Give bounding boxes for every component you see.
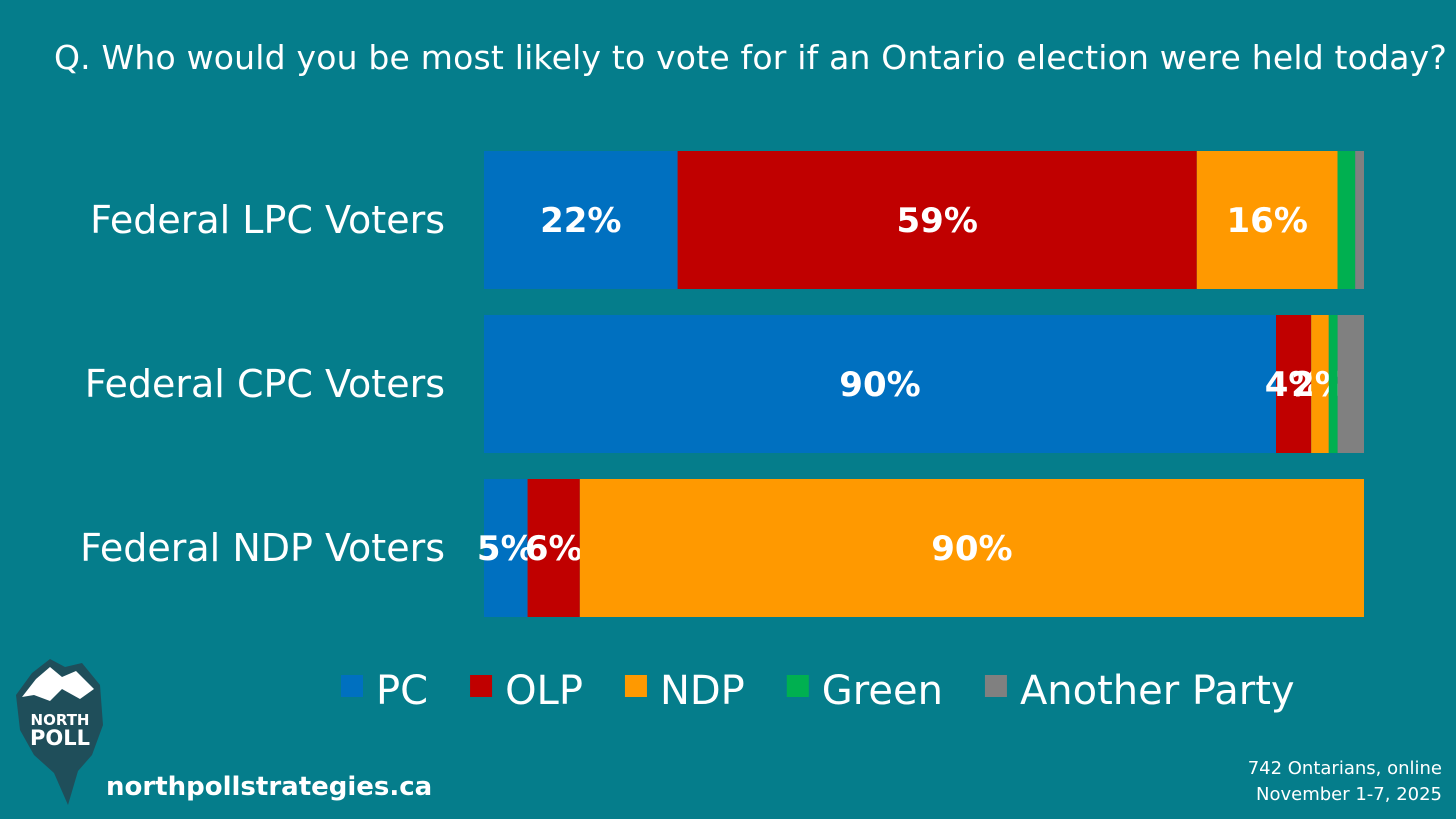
bar-federal-ndp-voters-pc: [484, 479, 528, 617]
legend-swatch-pc: [341, 675, 363, 697]
chart-title: Q. Who would you be most likely to vote …: [54, 38, 1448, 77]
row-label-federal-lpc-voters: Federal LPC Voters: [90, 198, 445, 242]
logo-text-poll: POLL: [30, 726, 90, 750]
bar-federal-lpc-voters-another-party: [1355, 151, 1364, 289]
data-label-federal-cpc-voters-pc: 90%: [839, 365, 920, 405]
data-label-federal-lpc-voters-pc: 22%: [540, 201, 621, 241]
legend-swatch-another-party: [984, 675, 1007, 697]
row-label-federal-cpc-voters: Federal CPC Voters: [85, 362, 445, 406]
bar-federal-cpc-voters-pc: [484, 315, 1276, 453]
legend-swatch-ndp: [624, 675, 647, 697]
legend-swatch-olp: [470, 675, 493, 697]
legend-label-ndp: NDP: [660, 668, 745, 714]
field-dates: November 1-7, 2025: [1255, 784, 1442, 805]
legend-label-another-party: Another Party: [1020, 668, 1295, 714]
legend-swatch-green: [786, 675, 809, 697]
logo-text-north: NORTH: [31, 711, 90, 729]
source-note: 742 Ontarians, online November 1-7, 2025: [1248, 756, 1442, 808]
data-label-federal-lpc-voters-ndp: 16%: [1227, 201, 1308, 241]
north-poll-logo: NORTH POLL: [10, 655, 110, 819]
bar-federal-ndp-voters-olp: [527, 479, 580, 617]
website-link[interactable]: northpollstrategies.ca: [106, 772, 433, 802]
bar-federal-cpc-voters-ndp: [1311, 315, 1329, 453]
data-label-federal-ndp-voters-pc: 5%: [477, 529, 535, 569]
sample-size: 742 Ontarians, online: [1247, 758, 1442, 779]
data-label-federal-ndp-voters-olp: 6%: [525, 529, 583, 569]
bar-federal-lpc-voters-olp: [677, 151, 1197, 289]
bar-federal-ndp-voters-ndp: [579, 479, 1364, 617]
bar-federal-cpc-voters-green: [1328, 315, 1338, 453]
bar-federal-cpc-voters-olp: [1276, 315, 1312, 453]
bar-federal-lpc-voters-ndp: [1196, 151, 1338, 289]
data-label-federal-lpc-voters-olp: 59%: [897, 201, 978, 241]
row-label-federal-ndp-voters: Federal NDP Voters: [80, 526, 445, 570]
data-label-federal-ndp-voters-ndp: 90%: [931, 529, 1012, 569]
legend-label-olp: OLP: [505, 668, 583, 714]
bar-federal-cpc-voters-another-party: [1337, 315, 1364, 453]
bar-federal-lpc-voters-green: [1337, 151, 1356, 289]
bar-federal-lpc-voters-pc: [484, 151, 678, 289]
legend-label-pc: PC: [376, 668, 428, 714]
legend-label-green: Green: [822, 668, 943, 714]
